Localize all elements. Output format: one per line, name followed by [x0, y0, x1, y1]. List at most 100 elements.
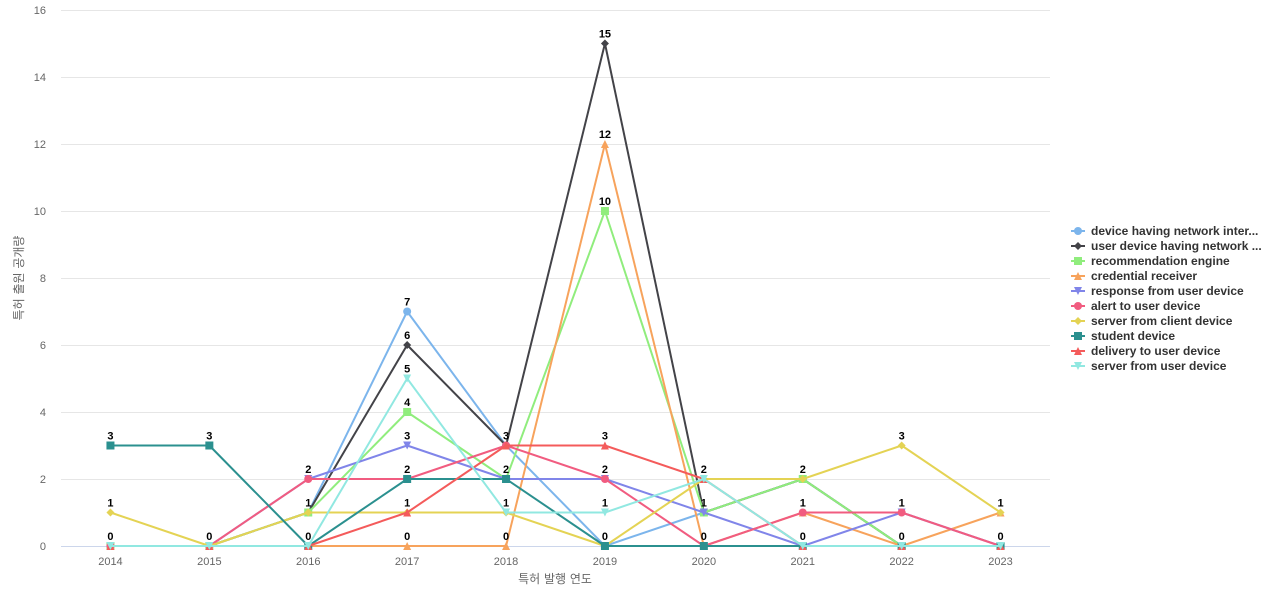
legend-item[interactable]: response from user device	[1071, 284, 1244, 298]
data-point	[600, 207, 609, 215]
data-point	[106, 441, 115, 450]
data-point	[304, 475, 313, 483]
data-labels: 3103021076543210321015121032102102103101…	[107, 29, 1003, 544]
data-label: 0	[997, 531, 1003, 543]
legend-item[interactable]: credential receiver	[1071, 269, 1197, 283]
data-label: 12	[599, 129, 611, 141]
data-point	[897, 441, 906, 450]
data-point	[897, 542, 906, 550]
data-label: 3	[206, 431, 212, 443]
legend-item[interactable]: server from user device	[1071, 359, 1227, 373]
data-point	[403, 475, 412, 483]
data-point	[403, 374, 412, 383]
data-label: 2	[701, 464, 707, 476]
legend-label: response from user device	[1091, 284, 1244, 298]
data-point	[798, 475, 807, 483]
legend-label: alert to user device	[1091, 299, 1201, 313]
legend-label: delivery to user device	[1091, 344, 1221, 358]
data-label: 1	[503, 498, 509, 510]
data-label: 6	[404, 330, 410, 342]
y-axis-ticks: 0 2 4 6 8 10 12 14 16	[34, 5, 46, 553]
data-point	[403, 441, 412, 450]
data-label: 3	[107, 431, 113, 443]
data-point	[798, 542, 807, 550]
data-point	[403, 508, 412, 517]
x-tick-label: 2021	[791, 556, 815, 568]
legend-marker	[1074, 242, 1082, 250]
x-tick-label: 2018	[494, 556, 518, 568]
x-tick-label: 2019	[593, 556, 617, 568]
data-point	[600, 542, 609, 550]
legend-marker	[1074, 227, 1082, 235]
data-point	[304, 542, 313, 550]
data-label: 1	[997, 498, 1003, 510]
data-label: 3	[899, 431, 905, 443]
y-tick-label: 0	[40, 541, 46, 553]
data-label: 2	[305, 464, 311, 476]
data-point	[798, 508, 807, 517]
data-point	[205, 542, 214, 550]
series-2	[106, 207, 1005, 550]
data-label: 2	[404, 464, 410, 476]
legend-marker	[1074, 272, 1082, 280]
legend-marker	[1074, 332, 1082, 340]
y-tick-label: 12	[34, 139, 46, 151]
data-label: 7	[404, 297, 410, 309]
y-tick-label: 8	[40, 273, 46, 285]
legend-label: user device having network ...	[1091, 239, 1262, 253]
data-label: 2	[602, 464, 608, 476]
data-point	[502, 542, 511, 550]
y-tick-label: 14	[34, 72, 46, 84]
y-tick-label: 2	[40, 474, 46, 486]
data-point	[403, 307, 412, 316]
x-tick-label: 2020	[692, 556, 716, 568]
data-label: 0	[305, 531, 311, 543]
legend-item[interactable]: server from client device	[1071, 314, 1233, 328]
data-point	[600, 39, 609, 48]
x-tick-label: 2022	[889, 556, 913, 568]
series-line	[109, 444, 1002, 547]
data-label: 1	[404, 498, 410, 510]
data-point	[403, 341, 412, 349]
data-label: 2	[800, 464, 806, 476]
series-line	[109, 444, 1002, 547]
legend-item[interactable]: device having network inter...	[1071, 224, 1258, 238]
x-tick-label: 2014	[98, 556, 122, 568]
legend-label: recommendation engine	[1091, 254, 1230, 268]
data-label: 0	[701, 531, 707, 543]
y-tick-label: 10	[34, 206, 46, 218]
legend-item[interactable]: recommendation engine	[1071, 254, 1230, 268]
legend-marker	[1074, 302, 1082, 310]
data-point	[403, 542, 412, 550]
legend-label: server from user device	[1091, 359, 1227, 373]
data-point	[600, 475, 609, 483]
y-axis-title: 특허 출원 공개량	[12, 236, 26, 321]
data-point	[502, 508, 511, 517]
x-tick-label: 2016	[296, 556, 320, 568]
legend-label: server from client device	[1091, 314, 1233, 328]
y-tick-label: 16	[34, 5, 46, 17]
legend-marker	[1074, 317, 1082, 325]
legend-item[interactable]: student device	[1071, 329, 1175, 343]
data-label: 4	[404, 397, 411, 409]
legend-marker	[1074, 347, 1082, 355]
legend-item[interactable]: delivery to user device	[1071, 344, 1221, 358]
legend-item[interactable]: user device having network ...	[1071, 239, 1262, 253]
y-tick-label: 4	[40, 407, 46, 419]
data-label: 0	[206, 531, 212, 543]
series-line	[109, 377, 1002, 547]
legend-label: device having network inter...	[1091, 224, 1258, 238]
data-label: 15	[599, 29, 611, 41]
legend-label: student device	[1091, 329, 1175, 343]
data-point	[699, 475, 708, 483]
y-tick-label: 6	[40, 340, 46, 352]
x-tick-label: 2023	[988, 556, 1012, 568]
data-point	[996, 508, 1005, 517]
x-axis-title: 특허 발행 연도	[518, 571, 592, 586]
data-label: 3	[602, 431, 608, 443]
data-point	[600, 441, 609, 450]
data-label: 1	[602, 498, 608, 510]
legend-item[interactable]: alert to user device	[1071, 299, 1201, 313]
series-line	[109, 42, 1002, 547]
data-label: 1	[305, 498, 311, 510]
